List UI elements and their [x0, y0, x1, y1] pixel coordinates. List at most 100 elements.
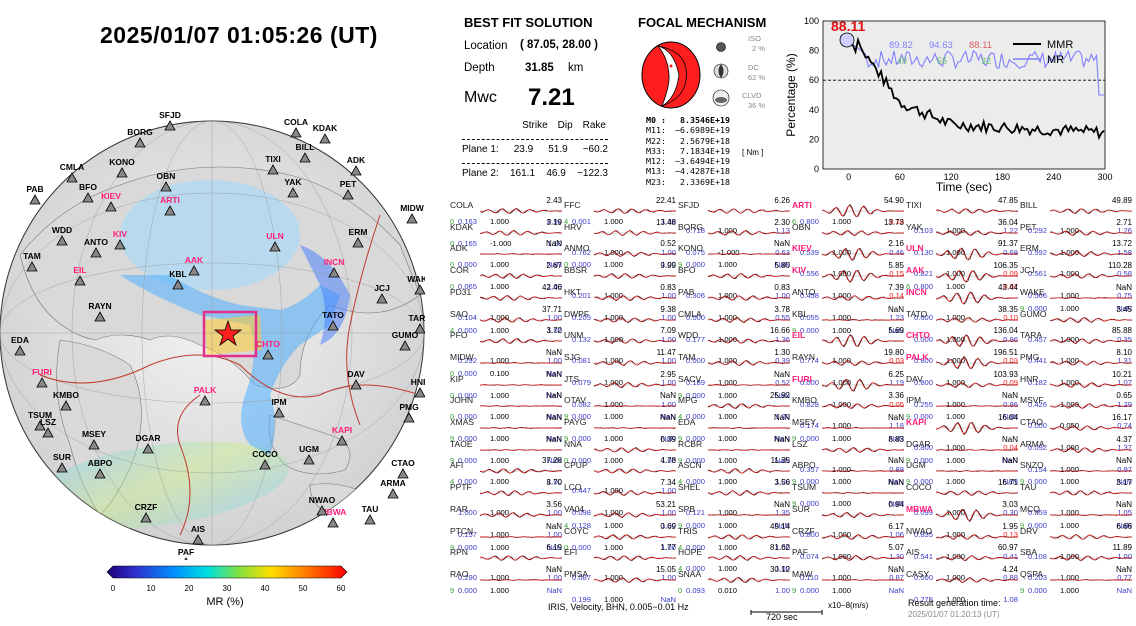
- metric-1: 0.177: [686, 334, 706, 344]
- amplitude-value: 110.28: [1108, 261, 1132, 271]
- waveform-plot: [1049, 578, 1132, 581]
- trace-metrics: 9 0.000 1.000 NaN: [906, 477, 1018, 486]
- metric-1: 0.082: [572, 399, 592, 409]
- metric-3: 1.00: [661, 312, 676, 322]
- amplitude-value: 9.99: [660, 261, 676, 271]
- metric-1: 0.255: [914, 399, 934, 409]
- waveform-plot: [593, 208, 676, 214]
- metric-1: 0.000: [686, 412, 706, 422]
- trace-metrics: 4 0.000 1.000 1.00: [678, 477, 790, 486]
- waveform-plot: [821, 378, 904, 392]
- station-label: SFJD: [159, 110, 181, 120]
- trace-metrics: 9 0.000 1.000 NaN: [678, 434, 790, 443]
- station-marker: TIXI: [265, 154, 281, 175]
- metric-2: 1.000: [718, 226, 738, 235]
- metric-2: 1.000: [490, 390, 510, 400]
- weight-value: 4: [564, 217, 569, 226]
- amplitude-value: 4.24: [1002, 564, 1018, 574]
- station-name: TRIS: [678, 525, 698, 536]
- green-value-3: 92: [981, 56, 991, 66]
- waveform-trace: RPN 6.19 0.290 1.000 1.00: [450, 543, 562, 582]
- station-name: HNR: [1020, 373, 1039, 384]
- metric-1: 0.556: [800, 269, 820, 279]
- amplitude-value: 0.83: [660, 282, 676, 292]
- plane1-rake: −60.2: [582, 144, 608, 155]
- waveform-trace: CMLA 3.78 0.177 1.000 1.36: [678, 305, 790, 344]
- waveform-plot: [707, 448, 790, 451]
- metric-1: 0.154: [1028, 464, 1048, 474]
- waveform-plot: [935, 421, 1018, 435]
- station-name: PAB: [678, 286, 695, 297]
- metric-3: 1.37: [1117, 443, 1132, 452]
- amplitude-value: 0.94: [888, 499, 904, 509]
- trace-metrics: 9 0.000 1.000 NaN: [1020, 304, 1132, 313]
- waveform-plot: [821, 533, 904, 540]
- station-label: ABPO: [88, 458, 113, 468]
- amplitude-value: 0.39: [660, 434, 676, 444]
- amplitude-value: 49.89: [1111, 196, 1132, 205]
- waveform-trace: PAB 0.83 0.000 1.000 0.55: [678, 283, 790, 322]
- metric-1: 0.201: [572, 291, 592, 301]
- station-name: ULN: [906, 243, 924, 254]
- metric-3: NaN: [1116, 303, 1132, 313]
- waveform-trace: CASY 4.24 0.275 1.000 1.08: [906, 565, 1018, 604]
- rake-header: Rake: [582, 120, 606, 131]
- weight-value: 6: [906, 282, 911, 292]
- station-name: KBL: [792, 308, 809, 319]
- amplitude-value: NaN: [1001, 391, 1018, 401]
- waveform-plot: [707, 229, 790, 236]
- metric-2: 1.000: [946, 282, 966, 292]
- amplitude-value: 25.92: [769, 391, 790, 401]
- station-label: ARTI: [160, 195, 180, 205]
- station-label: TIXI: [265, 154, 281, 164]
- metric-3: 1.00: [661, 520, 676, 530]
- waveform-plot: [707, 359, 790, 366]
- station-marker: KONO: [109, 157, 135, 178]
- metric-2: 1.000: [946, 312, 966, 322]
- colorbar-tick-label: 10: [146, 584, 156, 593]
- moment-row: M22: 2.5679E+18: [646, 135, 730, 146]
- waveform-plot: [821, 555, 904, 561]
- metric-2: 1.000: [490, 356, 510, 366]
- metric-2: 1.000: [832, 434, 852, 443]
- trace-metrics: 6 0.800 1.000 0.18: [792, 217, 904, 226]
- station-label: HNR: [411, 377, 425, 387]
- station-name: BILL: [1020, 200, 1038, 210]
- metric-2: 1.000: [1060, 520, 1080, 530]
- waveform-trace: ARTI 54.90 6 0.800 1.000 0.18: [792, 196, 904, 226]
- depth-unit: km: [568, 62, 584, 74]
- metric-2: 1.000: [604, 356, 624, 366]
- metric-3: NaN: [546, 434, 562, 443]
- waveform-plot: [1049, 338, 1132, 345]
- station-name: FURI: [792, 373, 812, 384]
- metric-3: 0.46: [889, 247, 904, 257]
- waveform-trace: TARA 85.88 0.441 1.000 1.31: [1020, 326, 1132, 365]
- waveform-trace: UNM 7.09 0.081 1.000 1.00: [564, 326, 676, 365]
- station-marker: KIV: [113, 229, 127, 250]
- station-name: KAPI: [906, 417, 927, 427]
- amplitude-value: 3.19: [546, 217, 562, 227]
- amplitude-value: NaN: [887, 478, 904, 488]
- waveform-trace: RAR 3.56 0.157 1.000 1.00: [450, 500, 562, 539]
- waveform-trace: JCJ 110.28 0.566 1.000 0.75: [1020, 261, 1132, 300]
- station-triangle-icon: [327, 517, 339, 528]
- station-name: RAYN: [792, 351, 815, 362]
- metric-2: 1.000: [1060, 573, 1080, 583]
- metric-2: 1.000: [490, 412, 510, 422]
- plot-area: [822, 20, 1106, 170]
- trace-metrics: 4 0.000 1.000 1.00: [450, 326, 562, 335]
- waveform-trace: PPTF 8.70 1.000 1.000 1.00: [450, 478, 562, 517]
- metric-3: 1.00: [775, 477, 790, 487]
- metric-2: 1.000: [490, 529, 510, 539]
- metric-2: 1.000: [832, 325, 852, 335]
- station-marker: CRZF: [135, 502, 157, 523]
- station-triangle-icon: [114, 239, 126, 250]
- weight-value: 9: [792, 585, 797, 595]
- metric-3: 0.75: [1117, 291, 1132, 301]
- amplitude-value: 15.05: [655, 564, 676, 574]
- metric-2: 1.000: [718, 291, 738, 301]
- station-label: PAB: [26, 184, 43, 194]
- waveform-trace: AAK 106.35 6 0.800 1.000 0.07: [906, 261, 1018, 292]
- amplitude-value: 81.62: [769, 543, 790, 553]
- station-name: BBSR: [564, 265, 588, 276]
